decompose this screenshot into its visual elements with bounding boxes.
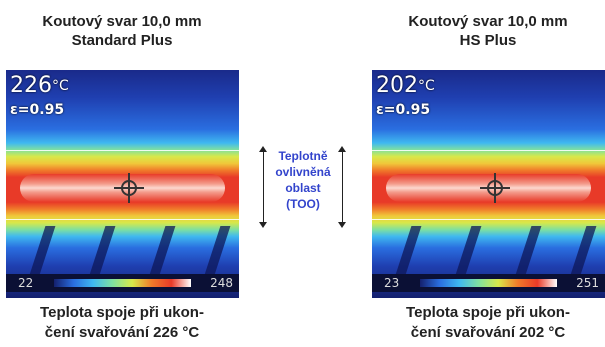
too-boundary-top [372, 150, 605, 151]
too-line3: oblast [285, 181, 321, 195]
crosshair-icon [480, 173, 510, 203]
right-caption: Teplota spoje při ukon- čení svařování 2… [368, 303, 605, 343]
emissivity-label: ε=0.95 [376, 102, 431, 118]
temperature-unit: °C [418, 78, 435, 94]
right-title-line2: HS Plus [459, 32, 517, 49]
right-thermal-image: 202°C ε=0.95 23 251 [372, 70, 605, 298]
left-panel-title: Koutový svar 10,0 mm Standard Plus [2, 12, 242, 50]
too-boundary-bottom [6, 219, 239, 220]
double-arrow-icon [338, 146, 346, 228]
double-arrow-icon [259, 146, 267, 228]
too-line2: ovlivněná [275, 165, 331, 179]
scale-gradient [54, 279, 191, 287]
temperature-readout: 202°C [376, 74, 435, 98]
too-line4: (TOO) [286, 197, 320, 211]
too-boundary-bottom [372, 219, 605, 220]
right-thermal-panel: Koutový svar 10,0 mm HS Plus 202°C ε=0.9… [368, 0, 605, 347]
too-text: Teplotně ovlivněná oblast (TOO) [256, 148, 350, 212]
scale-gradient [420, 279, 557, 287]
scale-max: 248 [210, 276, 233, 290]
temperature-scale: 23 251 [372, 274, 605, 292]
right-caption-line2: čení svařování 202 °C [410, 324, 566, 341]
left-caption-line2: čení svařování 226 °C [44, 324, 200, 341]
scale-min: 23 [384, 276, 400, 290]
heat-affected-zone-label: Teplotně ovlivněná oblast (TOO) [256, 146, 350, 228]
emissivity-label: ε=0.95 [10, 102, 65, 118]
left-thermal-panel: Koutový svar 10,0 mm Standard Plus 226°C… [2, 0, 242, 347]
right-title-line1: Koutový svar 10,0 mm [408, 13, 568, 30]
too-boundary-top [6, 150, 239, 151]
left-caption-line1: Teplota spoje při ukon- [40, 304, 204, 321]
left-caption: Teplota spoje při ukon- čení svařování 2… [2, 303, 242, 343]
scale-max: 251 [576, 276, 599, 290]
crosshair-icon [114, 173, 144, 203]
right-panel-title: Koutový svar 10,0 mm HS Plus [368, 12, 605, 50]
temperature-readout: 226°C [10, 74, 69, 98]
left-title-line1: Koutový svar 10,0 mm [42, 13, 202, 30]
too-line1: Teplotně [278, 149, 328, 163]
left-title-line2: Standard Plus [71, 32, 173, 49]
temperature-scale: 22 248 [6, 274, 239, 292]
right-caption-line1: Teplota spoje při ukon- [406, 304, 570, 321]
left-thermal-image: 226°C ε=0.95 22 248 [6, 70, 239, 298]
scale-min: 22 [18, 276, 34, 290]
temperature-value: 202 [376, 73, 418, 98]
temperature-unit: °C [52, 78, 69, 94]
temperature-value: 226 [10, 73, 52, 98]
